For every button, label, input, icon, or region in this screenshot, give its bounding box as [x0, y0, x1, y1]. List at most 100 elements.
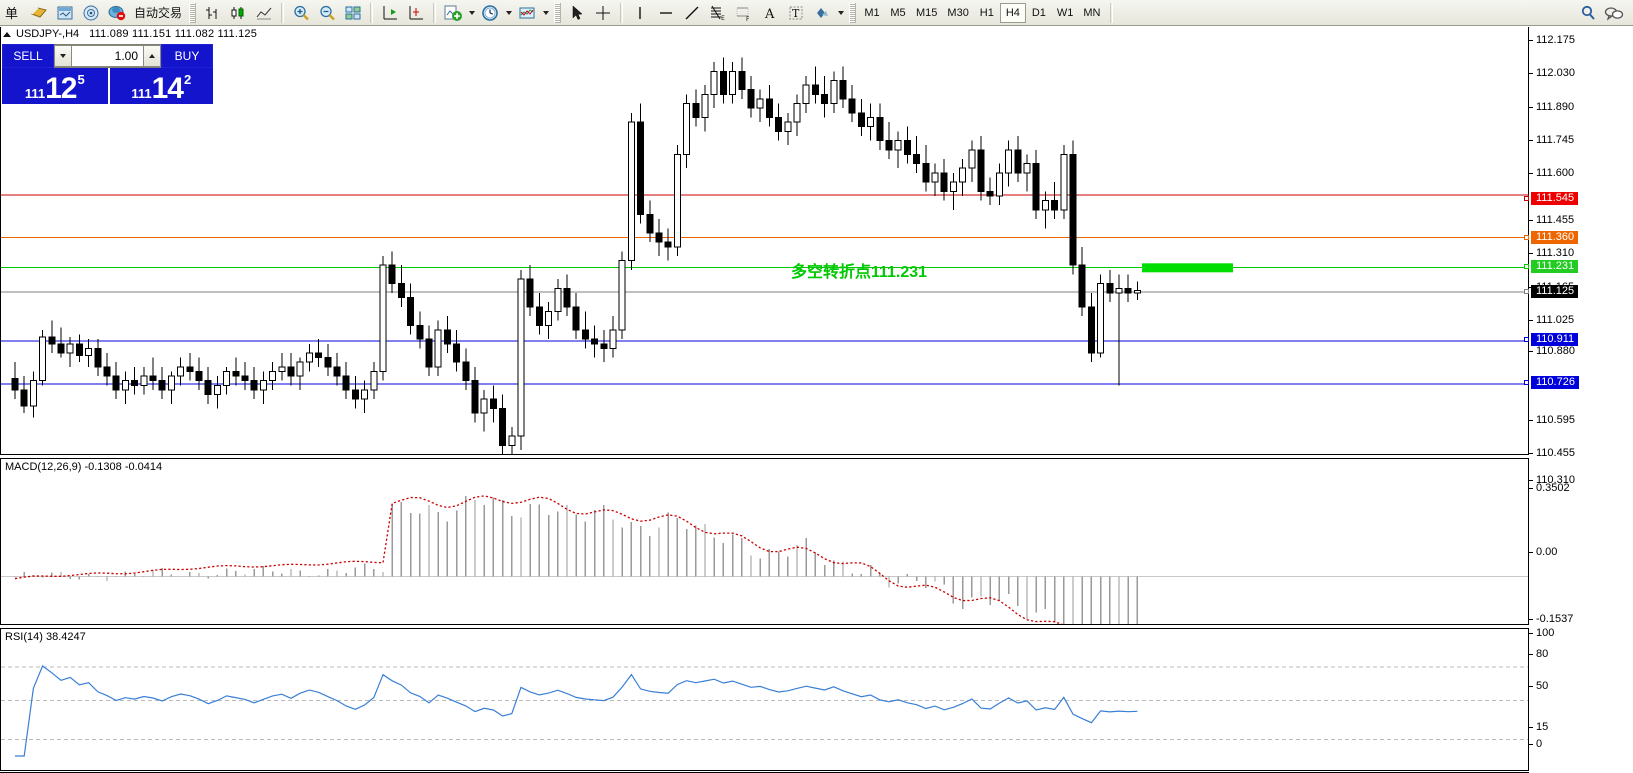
tab-timeframe-mn[interactable]: MN [1083, 6, 1101, 19]
chat-icon[interactable] [1601, 2, 1627, 24]
price-level-badge[interactable]: 111.125 [1531, 285, 1579, 298]
auto-scroll-icon[interactable] [403, 2, 429, 24]
tab-timeframe-d1[interactable]: D1 [1031, 6, 1046, 19]
volume-increment-icon[interactable] [143, 45, 161, 67]
tab-timeframe-w1[interactable]: W1 [1056, 6, 1074, 19]
text-icon[interactable]: A [757, 2, 783, 24]
price-level-handle[interactable] [1524, 380, 1529, 385]
volume-input[interactable]: 1.00 [72, 45, 143, 67]
tab-timeframe-m15[interactable]: M15 [916, 6, 938, 19]
macd-pane[interactable]: MACD(12,26,9) -0.1308 -0.0414 [0, 458, 1529, 625]
periodicity-dropdown-icon[interactable] [503, 3, 514, 23]
horizontal-line-icon[interactable] [653, 2, 679, 24]
crosshair-icon[interactable] [590, 2, 616, 24]
axis-tick-mark [1529, 654, 1533, 655]
svg-text:A: A [764, 7, 775, 22]
buy-price-display[interactable]: 111 14 2 [107, 68, 213, 105]
buy-price-main: 14 [151, 72, 184, 105]
price-axis[interactable]: 112.175 112.030 111.890 111.745 111.600 111.4… [1524, 27, 1633, 773]
axis-tick-label: -0.1537 [1536, 613, 1574, 625]
candlestick-chart-icon[interactable] [225, 2, 251, 24]
price-level-badge[interactable]: 110.726 [1531, 376, 1579, 389]
tab-timeframe-m5[interactable]: M5 [890, 6, 906, 19]
fibonacci-icon[interactable]: E [705, 2, 731, 24]
text-label-icon[interactable]: T [783, 2, 809, 24]
buy-button[interactable]: BUY [161, 44, 213, 68]
bar-chart-icon[interactable] [199, 2, 225, 24]
axis-tick-label: 50 [1536, 680, 1549, 692]
shapes-dropdown-icon[interactable] [835, 3, 846, 23]
svg-text:单: 单 [5, 7, 18, 22]
price-axis-tick: 110.310 [1529, 474, 1575, 487]
tile-windows-icon[interactable] [340, 2, 366, 24]
axis-tick-label: 111.025 [1536, 314, 1575, 326]
shapes-icon[interactable] [809, 2, 835, 24]
search-icon[interactable] [1575, 2, 1601, 24]
ohlc-values: 111.089 111.151 111.082 111.125 [89, 28, 258, 40]
price-pane[interactable]: 多空转折点111.231 [0, 27, 1530, 455]
sell-price-display[interactable]: 111 12 5 [2, 68, 108, 104]
volume-dropdown-icon[interactable] [54, 45, 72, 67]
sell-button[interactable]: SELL [2, 44, 54, 68]
rsi-axis-tick: 15 [1529, 721, 1548, 734]
price-level-handle[interactable] [1524, 196, 1529, 201]
trend-annotation-label: 多空转折点111.231 [791, 264, 928, 281]
price-axis-tick: 111.025 [1529, 314, 1574, 327]
auto-trading-icon[interactable] [104, 2, 130, 24]
zoom-in-icon[interactable] [288, 2, 314, 24]
chart-shift-icon[interactable] [377, 2, 403, 24]
vertical-line-icon[interactable] [627, 2, 653, 24]
rsi-axis-tick: 100 [1529, 627, 1554, 640]
toolbar-separator-3 [433, 2, 437, 23]
zoom-out-icon[interactable] [314, 2, 340, 24]
market-watch-icon[interactable] [52, 2, 78, 24]
toolbar-grip-3[interactable] [849, 2, 857, 23]
channel-icon[interactable]: F [731, 2, 757, 24]
line-chart-icon[interactable] [251, 2, 277, 24]
auto-trading-label[interactable]: 自动交易 [134, 6, 183, 20]
profile-icon[interactable] [26, 2, 52, 24]
toolbar-separator [281, 2, 285, 23]
volume-stepper[interactable]: 1.00 [54, 44, 161, 68]
price-level-handle[interactable] [1524, 289, 1529, 294]
axis-tick-mark [1529, 686, 1533, 687]
cursor-icon[interactable] [564, 2, 590, 24]
axis-tick-mark [1529, 73, 1533, 74]
chart-container[interactable]: 多空转折点111.231 MACD(12,26,9) -0.1308 -0.04… [0, 27, 1633, 773]
price-level-handle[interactable] [1524, 235, 1529, 240]
macd-axis-tick: 0.00 [1529, 546, 1557, 559]
symbol-info-bar: USDJPY-,H4 111.089 111.151 111.082 111.1… [0, 27, 700, 41]
price-level-handle[interactable] [1524, 337, 1529, 342]
symbol-label: USDJPY-,H4 [16, 28, 80, 40]
trendline-icon[interactable] [679, 2, 705, 24]
new-chart-icon[interactable] [440, 2, 466, 24]
axis-tick-label: 111.745 [1536, 134, 1575, 146]
macd-svg [1, 495, 1528, 624]
new-chart-dropdown-icon[interactable] [466, 3, 477, 23]
toolbar-grip[interactable] [189, 2, 197, 23]
tab-timeframe-h1[interactable]: H1 [979, 6, 994, 19]
rsi-pane[interactable]: RSI(14) 38.4247 [0, 628, 1529, 771]
price-level-badge[interactable]: 111.231 [1531, 260, 1579, 273]
axis-tick-mark [1529, 220, 1533, 221]
price-level-handle[interactable] [1524, 264, 1529, 269]
price-level-badge[interactable]: 111.360 [1531, 231, 1579, 244]
rsi-label: RSI(14) 38.4247 [5, 631, 89, 643]
new-order-icon[interactable]: 单 [0, 2, 26, 24]
axis-tick-mark [1529, 453, 1533, 454]
tab-timeframe-h4[interactable]: H4 [999, 2, 1026, 23]
navigator-icon[interactable] [78, 2, 104, 24]
indicators-dropdown-icon[interactable] [540, 3, 551, 23]
tab-timeframe-m30[interactable]: M30 [947, 6, 969, 19]
macd-label: MACD(12,26,9) -0.1308 -0.0414 [5, 461, 166, 473]
price-level-badge[interactable]: 110.911 [1531, 333, 1579, 346]
oct-price-row: 111 12 5 111 14 2 [2, 68, 213, 104]
clock-icon[interactable] [477, 2, 503, 24]
toolbar-grip-2[interactable] [554, 2, 562, 23]
indicators-icon[interactable] [514, 2, 540, 24]
tab-timeframe-m1[interactable]: M1 [864, 6, 880, 19]
axis-tick-label: 0.00 [1536, 546, 1558, 558]
axis-tick-label: 110.455 [1536, 447, 1575, 459]
price-level-badge[interactable]: 111.545 [1531, 192, 1579, 205]
collapse-triangle-icon[interactable] [3, 31, 11, 37]
